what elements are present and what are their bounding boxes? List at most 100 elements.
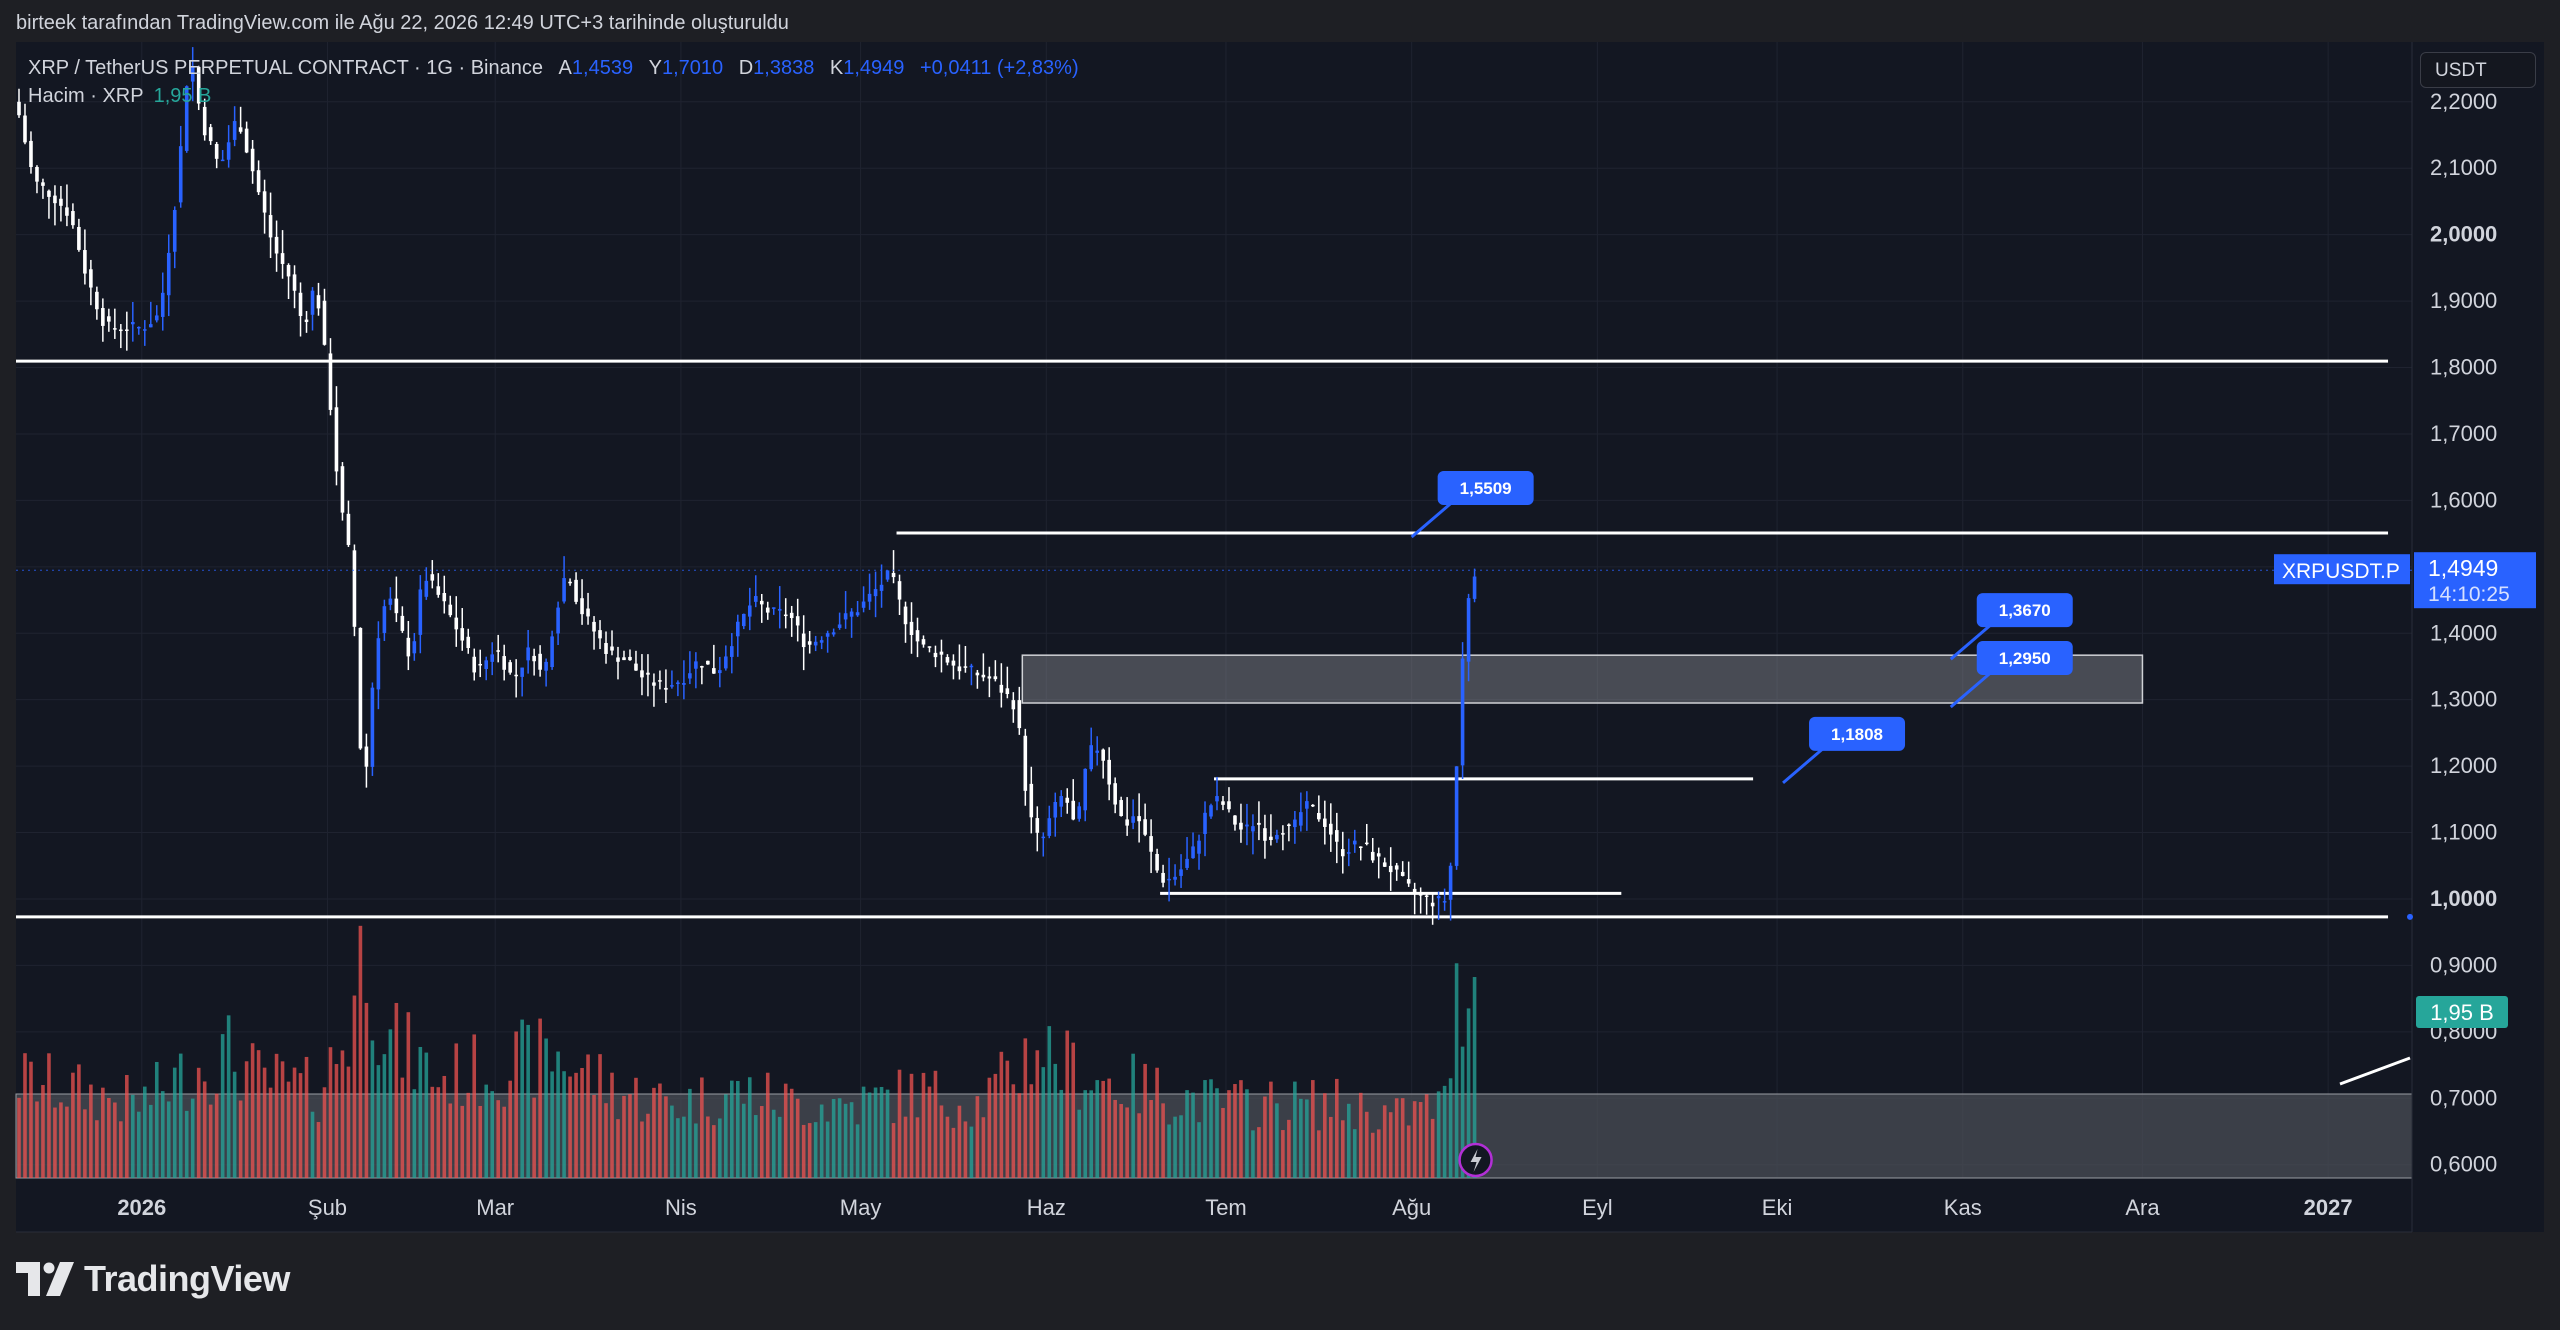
candle-body (59, 198, 63, 206)
candle-body (119, 329, 123, 332)
candle-body (1400, 871, 1405, 876)
candle-body (640, 670, 644, 678)
volume-bar (1257, 1127, 1261, 1178)
candle-body (1424, 895, 1429, 897)
trend-stub-line (2339, 1056, 2411, 1086)
candle-body (1131, 816, 1135, 823)
candle-body (154, 315, 159, 321)
candle-body (927, 646, 932, 648)
candle-body (712, 668, 716, 674)
candle-body (730, 646, 734, 657)
candle-body (1161, 872, 1165, 883)
candle-body (909, 621, 914, 635)
candle-body (1317, 812, 1321, 820)
price-tick-label: 1,3000 (2430, 687, 2497, 712)
candle-body (1233, 815, 1237, 825)
candle-body (316, 295, 321, 309)
candle-body (819, 640, 824, 643)
candle-body (1113, 783, 1117, 805)
volume-bar (1119, 1104, 1123, 1178)
candle-body (724, 656, 728, 669)
currency-selector[interactable]: USDT (2420, 52, 2536, 88)
callout-label: 1,3670 (1999, 601, 2051, 620)
candle-body (274, 236, 279, 254)
candle-body (1340, 849, 1345, 857)
candle-body (244, 128, 249, 153)
price-tick-label: 1,4000 (2430, 620, 2497, 645)
volume-bar (1418, 1102, 1423, 1178)
candle-body (921, 639, 926, 645)
volume-bar (256, 1050, 261, 1178)
volume-bar (520, 1019, 524, 1178)
candles (17, 47, 1477, 925)
candle-body (855, 612, 860, 616)
volume-bar (927, 1086, 932, 1178)
volume-bar (382, 1054, 387, 1178)
candle-body (1448, 865, 1453, 900)
candle-body (993, 676, 998, 680)
volume-bar (1089, 1090, 1094, 1178)
candle-body (676, 682, 680, 685)
volume-bar (670, 1105, 674, 1178)
candle-body (1418, 892, 1423, 896)
candle-body (1323, 818, 1327, 827)
volume-bar (1071, 1042, 1076, 1178)
volume-bar (502, 1106, 506, 1178)
volume-bar (616, 1119, 620, 1178)
volume-bar (448, 1103, 453, 1178)
candle-body (370, 687, 375, 767)
candle-body (538, 653, 542, 670)
grid-lines (16, 42, 2412, 1178)
symbol-legend[interactable]: XRP / TetherUS PERPETUAL CONTRACT · 1G ·… (28, 57, 1079, 80)
volume-legend[interactable]: Hacim · XRP 1,95 B (28, 85, 211, 108)
volume-bar (879, 1086, 884, 1178)
volume-bar (160, 1091, 165, 1178)
candle-body (418, 589, 423, 635)
candle-body (873, 589, 878, 597)
volume-bar (1245, 1089, 1249, 1178)
candle-body (1071, 800, 1076, 820)
volume-bar (1197, 1122, 1201, 1178)
volume-bar (226, 1015, 231, 1178)
volume-bar (238, 1100, 243, 1178)
volume-bar (71, 1072, 75, 1178)
candle-body (670, 685, 674, 687)
candle-body (1406, 879, 1411, 884)
volume-bar (640, 1121, 644, 1178)
volume-bar (1173, 1116, 1177, 1178)
volume-bar (1161, 1103, 1165, 1178)
volume-bar (897, 1069, 902, 1178)
candle-body (765, 607, 770, 613)
volume-bar (1167, 1124, 1171, 1178)
volume-bar (1275, 1103, 1279, 1178)
volume-bar (83, 1109, 87, 1178)
volume-bar (873, 1087, 878, 1178)
candle-body (975, 672, 980, 676)
candle-body (580, 598, 584, 615)
candle-body (1023, 735, 1028, 791)
time-tick-label: Şub (308, 1195, 347, 1220)
time-tick-label: Eki (1762, 1195, 1793, 1220)
candle-body (1430, 902, 1435, 907)
volume-bar (1023, 1038, 1028, 1178)
candle-body (1215, 796, 1219, 802)
candle-body (262, 191, 267, 213)
candle-body (376, 638, 381, 690)
volume-bar (646, 1113, 650, 1178)
volume-bar (508, 1080, 512, 1178)
candle-body (753, 596, 758, 602)
volume-bar (340, 1050, 345, 1178)
volume-bar (1269, 1081, 1273, 1178)
volume-bar (1029, 1084, 1034, 1178)
countdown-label: 14:10:25 (2428, 583, 2510, 606)
volume-bar (298, 1073, 303, 1178)
candle-body (256, 170, 261, 193)
volume-bar (460, 1105, 465, 1178)
candle-body (1454, 766, 1459, 866)
price-tick-label: 1,0000 (2430, 886, 2497, 911)
volume-bar (1305, 1099, 1309, 1178)
time-axis[interactable]: 2026 Şub Mar Nis May Haz Tem Ağu Eyl Eki Kas Ara 202… (16, 1195, 2412, 1233)
time-tick-label: 2027 (2304, 1195, 2353, 1220)
